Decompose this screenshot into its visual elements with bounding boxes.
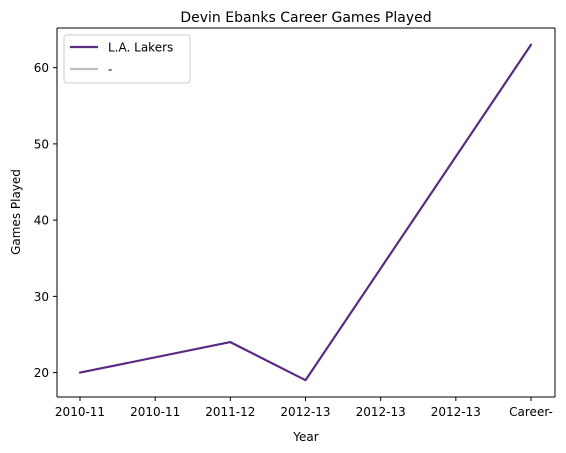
y-axis-ticks: 20 30 40 50 60 [34,61,57,380]
x-tick-label: 2010-11 [55,405,105,419]
legend-label-lakers: L.A. Lakers [108,41,173,55]
y-tick-label: 60 [34,61,49,75]
x-tick-label: 2011-12 [205,405,255,419]
y-tick-label: 30 [34,290,49,304]
x-tick-label: 2012-13 [356,405,406,419]
plot-area [57,28,555,397]
series-layer [78,43,533,382]
y-tick-label: 40 [34,214,49,228]
x-tick-label: 2010-11 [130,405,180,419]
chart-title: Devin Ebanks Career Games Played [180,10,431,26]
y-axis-label: Games Played [9,169,23,255]
y-tick-label: 50 [34,137,49,151]
legend-label-dash: - [108,63,112,77]
x-axis-ticks: 2010-11 2010-11 2011-12 2012-13 2012-13 2012-… [55,397,553,419]
x-tick-label: Career- [509,405,553,419]
x-axis-label: Year [292,430,318,444]
x-tick-label: 2012-13 [280,405,330,419]
y-tick-label: 20 [34,366,49,380]
legend: L.A. Lakers - [63,34,191,84]
series-line-0 [78,43,533,382]
x-tick-label: 2012-13 [431,405,481,419]
